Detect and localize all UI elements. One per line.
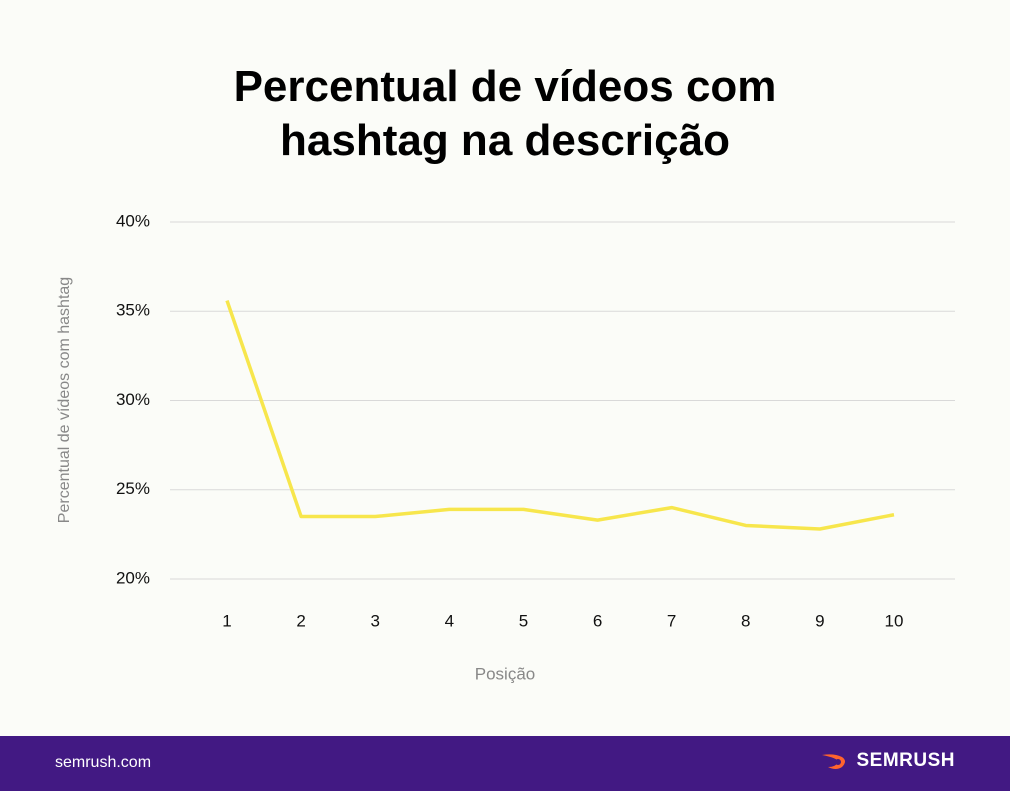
chart-title: Percentual de vídeos com hashtag na desc… — [233, 62, 777, 165]
footer: semrush.com SEMRUSH — [0, 736, 1010, 791]
x-tick-label: 7 — [667, 611, 676, 630]
data-line — [225, 299, 895, 531]
x-tick-label: 6 — [593, 611, 602, 630]
x-axis-label: Posição — [475, 664, 535, 683]
x-tick-label: 3 — [370, 611, 379, 630]
footer-brand: SEMRUSH — [820, 750, 955, 772]
y-tick-label: 30% — [116, 390, 150, 409]
brand-icon — [822, 754, 846, 769]
x-tick-label: 9 — [815, 611, 824, 630]
x-tick-label: 5 — [519, 611, 528, 630]
y-tick-label: 35% — [116, 301, 150, 320]
x-tick-label: 8 — [741, 611, 750, 630]
x-tick-label: 10 — [885, 611, 904, 630]
brand-name: SEMRUSH — [856, 750, 955, 771]
y-tick-label: 20% — [116, 568, 150, 587]
chart: Percentual de vídeos com hashtag Posição… — [56, 211, 955, 683]
x-tick-label: 2 — [296, 611, 305, 630]
y-axis-label: Percentual de vídeos com hashtag — [56, 277, 73, 523]
x-tick-label: 1 — [222, 611, 231, 630]
x-tick-label: 4 — [445, 611, 454, 630]
y-tick-label: 40% — [116, 211, 150, 230]
y-tick-label: 25% — [116, 479, 150, 498]
footer-site: semrush.com — [55, 754, 152, 771]
